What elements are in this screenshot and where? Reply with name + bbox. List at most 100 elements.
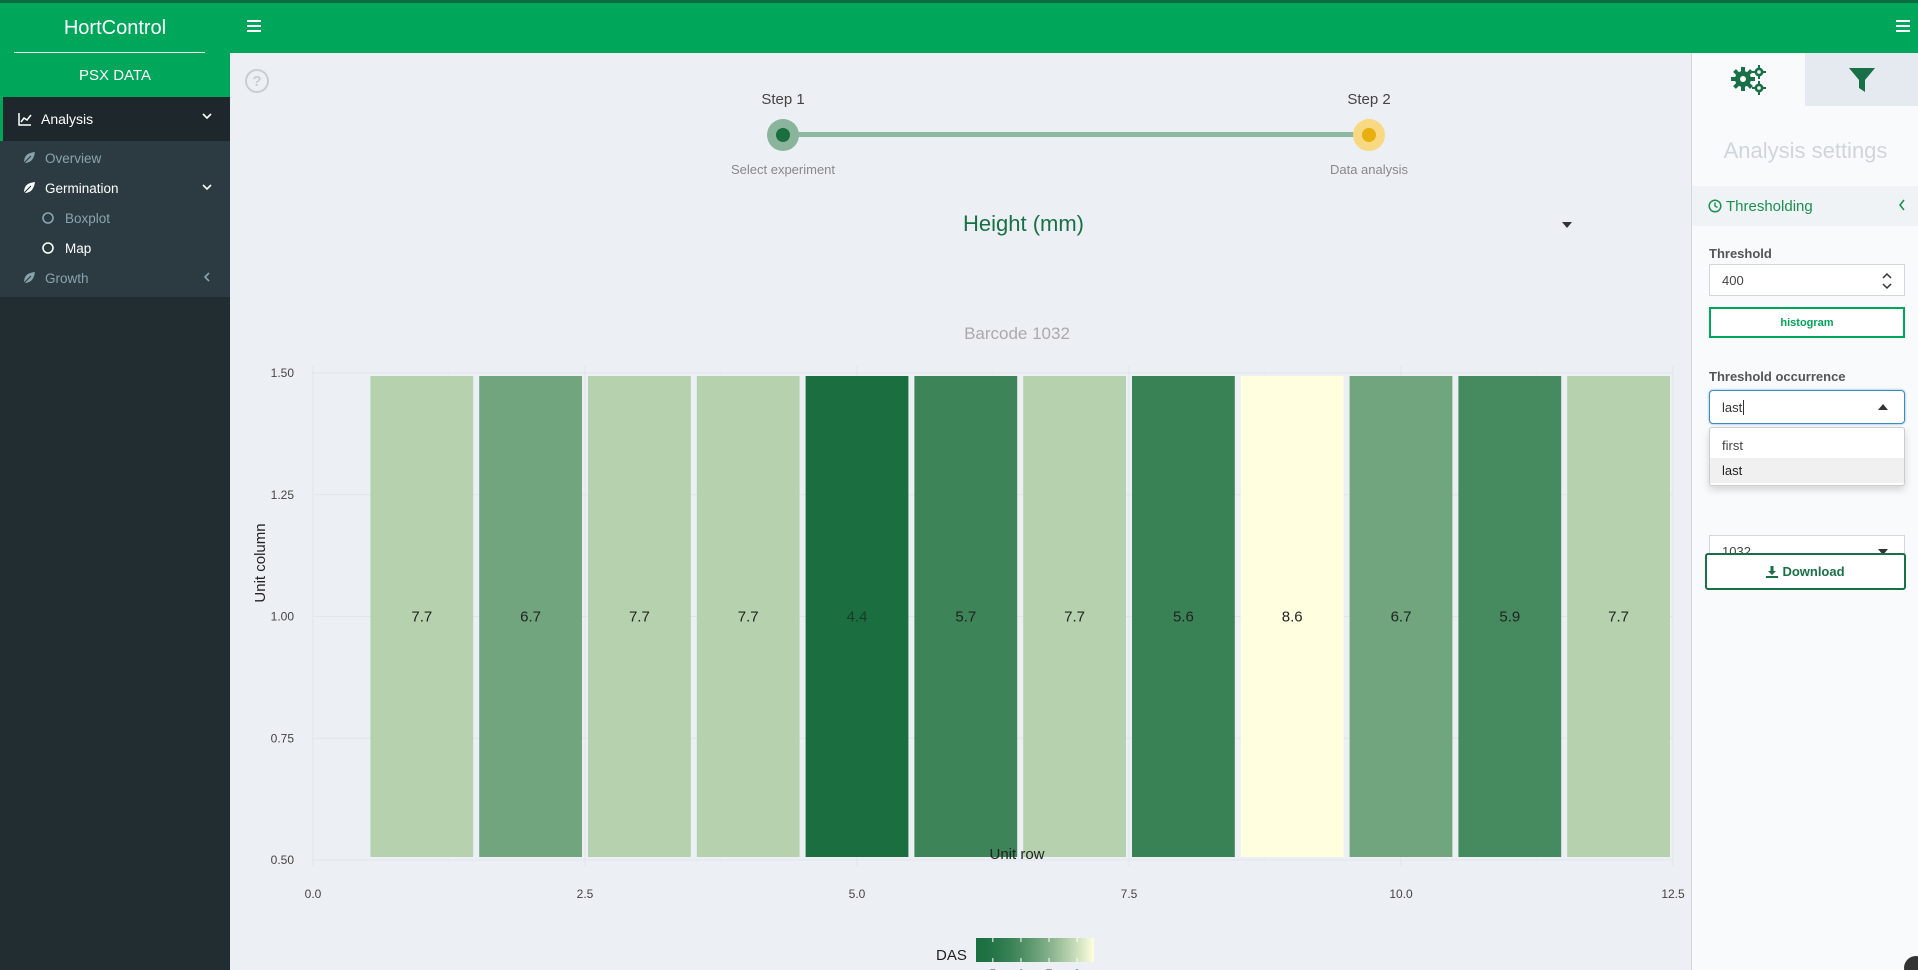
thresholding-section-header[interactable]: Thresholding (1692, 186, 1918, 226)
stepper-track (783, 132, 1369, 137)
step2-label: Step 2 (1347, 91, 1391, 108)
heatmap-plot: Barcode 1032 7.7 6.7 7.7 7.7 4.4 5.7 7.7 5.6 8.6… (230, 248, 1691, 970)
caret-up-icon (1878, 404, 1888, 410)
download-button[interactable]: Download (1705, 553, 1906, 590)
line-chart-icon (18, 113, 32, 126)
heatmap-cell (1132, 376, 1235, 857)
help-icon[interactable]: ? (245, 69, 269, 93)
cell-value-label: 5.7 (955, 609, 976, 626)
occurrence-dropdown: first last (1709, 427, 1905, 486)
step1-sublabel: Select experiment (730, 162, 836, 177)
occurrence-value: last (1722, 399, 1743, 415)
chevron-left-icon (203, 272, 210, 282)
sidebar: HortControl PSX DATA Analysis Overview G… (0, 0, 230, 970)
legend-tick-label: 8 (1074, 967, 1081, 970)
step2-marker[interactable] (1353, 119, 1385, 151)
legend-tick-label: 7 (1046, 967, 1053, 970)
leaf-icon (23, 182, 35, 194)
app-logo[interactable]: HortControl (0, 0, 230, 53)
threshold-value: 400 (1722, 272, 1744, 288)
chat-bubble[interactable] (1904, 956, 1918, 970)
x-tick-label: 0.0 (305, 887, 322, 901)
x-tick-label: 2.5 (577, 887, 594, 901)
filter-icon (1848, 67, 1875, 92)
text-cursor (1743, 399, 1745, 415)
legend-tick-label: 6 (1018, 967, 1025, 970)
chart-title: Barcode 1032 (964, 324, 1070, 343)
tab-settings[interactable] (1692, 53, 1805, 106)
cell-value-label: 6.7 (520, 609, 541, 626)
download-label: Download (1782, 564, 1845, 579)
spinner-icon[interactable] (1882, 272, 1892, 290)
clock-icon (1708, 199, 1722, 213)
download-icon (1766, 565, 1779, 578)
step1-marker[interactable] (767, 119, 799, 151)
gears-icon (1730, 64, 1766, 95)
cell-value-label: 5.9 (1499, 609, 1520, 626)
cell-value-label: 7.7 (1064, 609, 1085, 626)
thresholding-label: Thresholding (1726, 197, 1813, 215)
cell-value-label: 7.7 (411, 609, 432, 626)
top-navbar (230, 0, 1918, 53)
caret-down-icon (1878, 549, 1888, 555)
dataset-label: PSX DATA (0, 53, 230, 97)
step2-sublabel: Data analysis (1329, 162, 1409, 177)
sidebar-item-label: Overview (45, 150, 102, 166)
option-last[interactable]: last (1710, 458, 1904, 483)
leaf-icon (23, 272, 35, 284)
control-tabs (1692, 53, 1918, 106)
sidebar-item-label: Boxplot (65, 210, 111, 226)
sidebar-item-germination[interactable]: Germination (0, 173, 230, 203)
sidebar-item-boxplot[interactable]: Boxplot (0, 203, 230, 233)
heatmap-cell (1023, 376, 1126, 857)
heatmap-cell (479, 376, 582, 857)
sidebar-item-map[interactable]: Map (0, 233, 230, 263)
control-sidebar-toggle-icon[interactable] (1896, 20, 1910, 32)
settings-title: Analysis settings (1723, 138, 1888, 163)
brand-name: HortControl (63, 16, 167, 39)
heatmap-cell (1240, 376, 1344, 857)
threshold-input[interactable]: 400 (1709, 264, 1905, 296)
sidebar-item-label: Map (65, 240, 92, 256)
main-content: ? Step 1 Select experiment Step 2 Data a… (230, 53, 1691, 970)
cell-value-label: 8.6 (1282, 609, 1303, 626)
sidebar-item-growth[interactable]: Growth (0, 263, 230, 293)
heatmap-cell (805, 376, 909, 857)
heatmap-cell (1349, 376, 1453, 857)
histogram-button[interactable]: histogram (1709, 307, 1905, 338)
menu-analysis[interactable]: Analysis (0, 97, 230, 141)
heatmap-cell (696, 376, 800, 857)
leaf-icon (23, 152, 35, 164)
sidebar-item-label: Growth (45, 270, 89, 286)
y-tick-label: 0.50 (271, 853, 295, 867)
y-tick-label: 0.75 (271, 731, 295, 745)
y-tick-label: 1.25 (271, 488, 295, 502)
sidebar-item-label: Germination (45, 180, 119, 196)
heatmap-cell (588, 376, 691, 857)
legend-tick-label: 5 (990, 967, 997, 970)
step1-label: Step 1 (761, 91, 805, 108)
control-sidebar: Analysis settings Thresholding Threshold… (1691, 53, 1918, 970)
analysis-submenu: Overview Germination Boxplot Map Growth (0, 141, 230, 297)
occurrence-label: Threshold occurrence (1709, 369, 1846, 384)
option-first[interactable]: first (1722, 438, 1743, 453)
x-tick-label: 5.0 (849, 887, 866, 901)
x-tick-label: 12.5 (1661, 887, 1685, 901)
sidebar-toggle-icon[interactable] (247, 20, 261, 32)
heatmap-cell (1567, 376, 1670, 857)
chevron-left-icon (1898, 199, 1905, 211)
heatmap-cell (1458, 376, 1562, 857)
legend-colorbar (976, 938, 1094, 962)
tab-filter[interactable] (1805, 53, 1918, 106)
variable-select[interactable]: Height (mm) (963, 211, 1085, 236)
sidebar-item-overview[interactable]: Overview (0, 143, 230, 173)
x-axis-label: Unit row (989, 846, 1044, 863)
cell-value-label: 6.7 (1391, 609, 1412, 626)
occurrence-select[interactable]: last (1709, 390, 1905, 424)
brand-divider (14, 52, 205, 53)
cell-value-label: 7.7 (629, 609, 650, 626)
heatmap-cell (914, 376, 1018, 857)
chevron-down-icon (202, 113, 212, 120)
caret-down-icon[interactable] (1562, 222, 1572, 228)
legend-title: DAS (936, 947, 967, 964)
